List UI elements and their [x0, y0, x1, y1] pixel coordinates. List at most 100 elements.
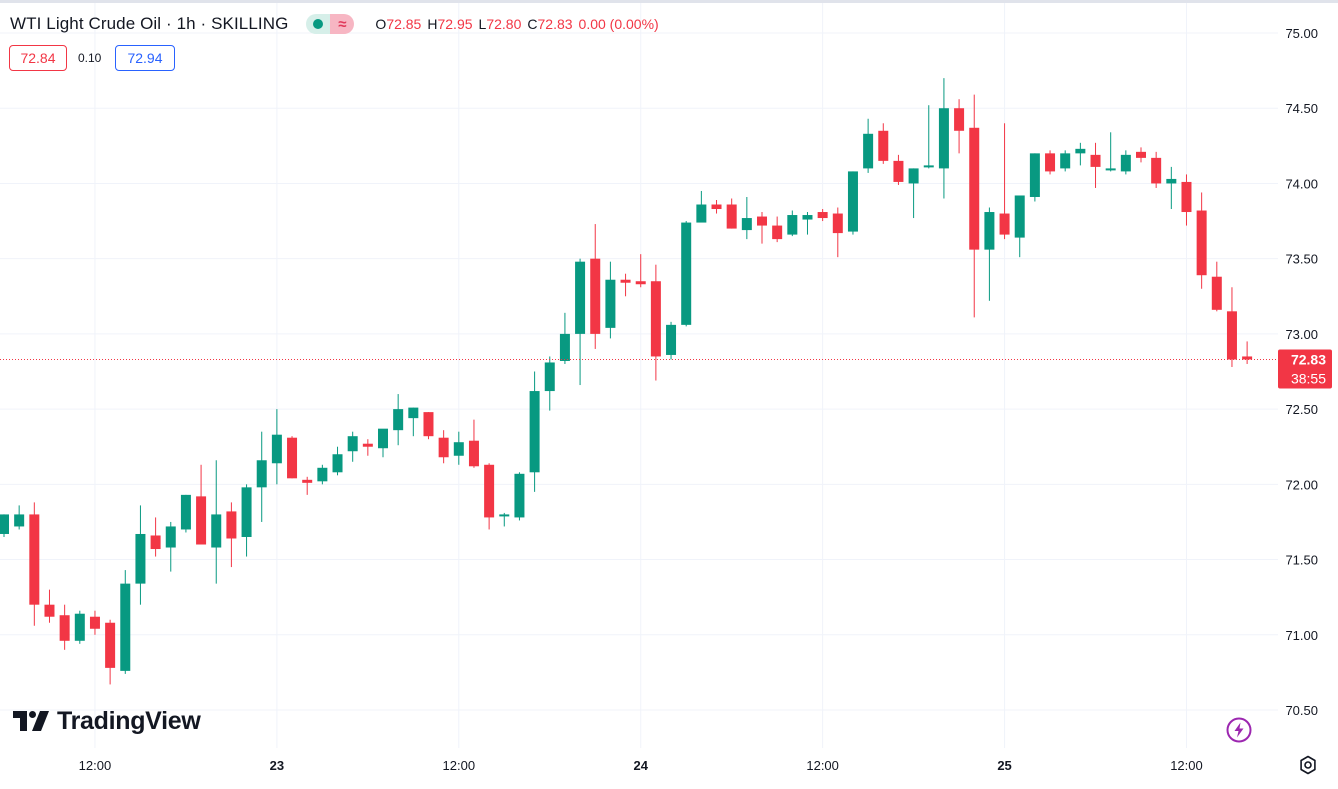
- candle-body: [271, 434, 282, 464]
- candle: [59, 604, 70, 650]
- y-tick-label: 74.00: [1285, 176, 1318, 191]
- market-waves-icon[interactable]: ≈: [330, 14, 355, 34]
- candle: [0, 514, 9, 537]
- candle-body: [1090, 154, 1101, 167]
- candle-body: [802, 215, 813, 220]
- candle: [29, 502, 40, 626]
- candle-body: [741, 218, 752, 231]
- candle-body: [0, 514, 9, 534]
- candle-body: [44, 604, 55, 617]
- candle: [1120, 150, 1131, 175]
- candles-layer: [0, 78, 1253, 685]
- symbol-title[interactable]: WTI Light Crude Oil · 1h · SKILLING: [10, 14, 289, 33]
- candle: [757, 212, 767, 244]
- x-tick-label: 12:00: [79, 758, 112, 773]
- candle: [196, 464, 207, 545]
- candle: [863, 118, 874, 173]
- market-status-dot-icon[interactable]: [306, 14, 331, 34]
- candle: [620, 273, 631, 297]
- spread-value: 0.10: [78, 51, 102, 65]
- candle: [89, 610, 100, 635]
- candle-body: [1075, 148, 1086, 154]
- candle-body: [1045, 153, 1056, 172]
- candle-body: [559, 333, 570, 361]
- candle: [150, 517, 161, 557]
- candle-body: [908, 168, 919, 184]
- tradingview-logo-text: TradingView: [57, 706, 201, 735]
- buy-price-button[interactable]: 72.94: [115, 45, 175, 71]
- candle-body: [681, 222, 692, 325]
- bar-countdown: 38:55: [1291, 370, 1326, 386]
- candle: [1211, 261, 1222, 312]
- candle: [1151, 151, 1162, 188]
- candle-body: [484, 464, 495, 518]
- candle-body: [832, 213, 843, 234]
- candle-body: [590, 258, 601, 334]
- candle-body: [893, 160, 904, 182]
- sell-price-button[interactable]: 72.84: [9, 45, 67, 71]
- candle-body: [1105, 168, 1116, 171]
- market-status[interactable]: ≈: [306, 14, 355, 34]
- close-value: 72.83: [537, 16, 573, 32]
- candle: [484, 463, 495, 530]
- candle-body: [923, 165, 934, 168]
- x-tick-label: 25: [997, 758, 1011, 773]
- candle-body: [393, 409, 404, 431]
- candle: [438, 430, 449, 464]
- candle-body: [256, 460, 267, 488]
- candle: [817, 209, 828, 222]
- candle: [1060, 150, 1071, 172]
- candle-body: [74, 613, 85, 641]
- close-label: C: [527, 16, 538, 32]
- candle: [241, 484, 252, 557]
- settings-gear-icon[interactable]: [1297, 754, 1319, 776]
- tradingview-logo[interactable]: TradingView: [13, 706, 201, 736]
- candle-body: [29, 514, 40, 605]
- candle: [847, 171, 858, 235]
- candle: [605, 261, 616, 339]
- candle-body: [938, 108, 949, 169]
- candle-body: [408, 407, 419, 419]
- candle: [1014, 195, 1025, 258]
- x-tick-label: 12:00: [1170, 758, 1203, 773]
- candle-body: [544, 362, 555, 392]
- candle-body: [180, 494, 191, 530]
- candle-body: [362, 443, 373, 447]
- candle-body: [89, 616, 100, 629]
- candle-body: [999, 213, 1010, 235]
- candle-body: [1029, 153, 1040, 197]
- flash-icon[interactable]: [1226, 717, 1252, 743]
- candle-body: [1242, 356, 1253, 360]
- candle-body: [226, 511, 237, 539]
- candle-body: [423, 412, 434, 437]
- tradingview-logo-icon: [13, 711, 49, 731]
- high-label: H: [427, 16, 438, 32]
- candle: [544, 356, 555, 411]
- candle: [575, 258, 586, 386]
- candle: [893, 154, 904, 185]
- x-tick-label: 24: [633, 758, 648, 773]
- candle: [802, 212, 813, 235]
- y-tick-label: 70.50: [1285, 703, 1318, 718]
- candle-body: [499, 514, 510, 517]
- candle-body: [302, 479, 313, 483]
- candle-body: [984, 212, 995, 250]
- candle-body: [726, 204, 737, 229]
- candle: [302, 476, 313, 495]
- candle-body: [1136, 151, 1146, 158]
- candle-body: [772, 225, 783, 240]
- open-label: O: [375, 16, 387, 32]
- candle: [559, 312, 570, 364]
- candle: [1045, 150, 1056, 175]
- candle: [74, 610, 85, 644]
- open-value: 72.85: [386, 16, 422, 32]
- candle-body: [211, 514, 222, 548]
- candle: [1029, 153, 1040, 202]
- candle-body: [135, 533, 146, 584]
- candle: [1075, 142, 1086, 166]
- y-tick-label: 72.50: [1285, 402, 1318, 417]
- candle-body: [1120, 154, 1131, 172]
- candle: [726, 198, 737, 229]
